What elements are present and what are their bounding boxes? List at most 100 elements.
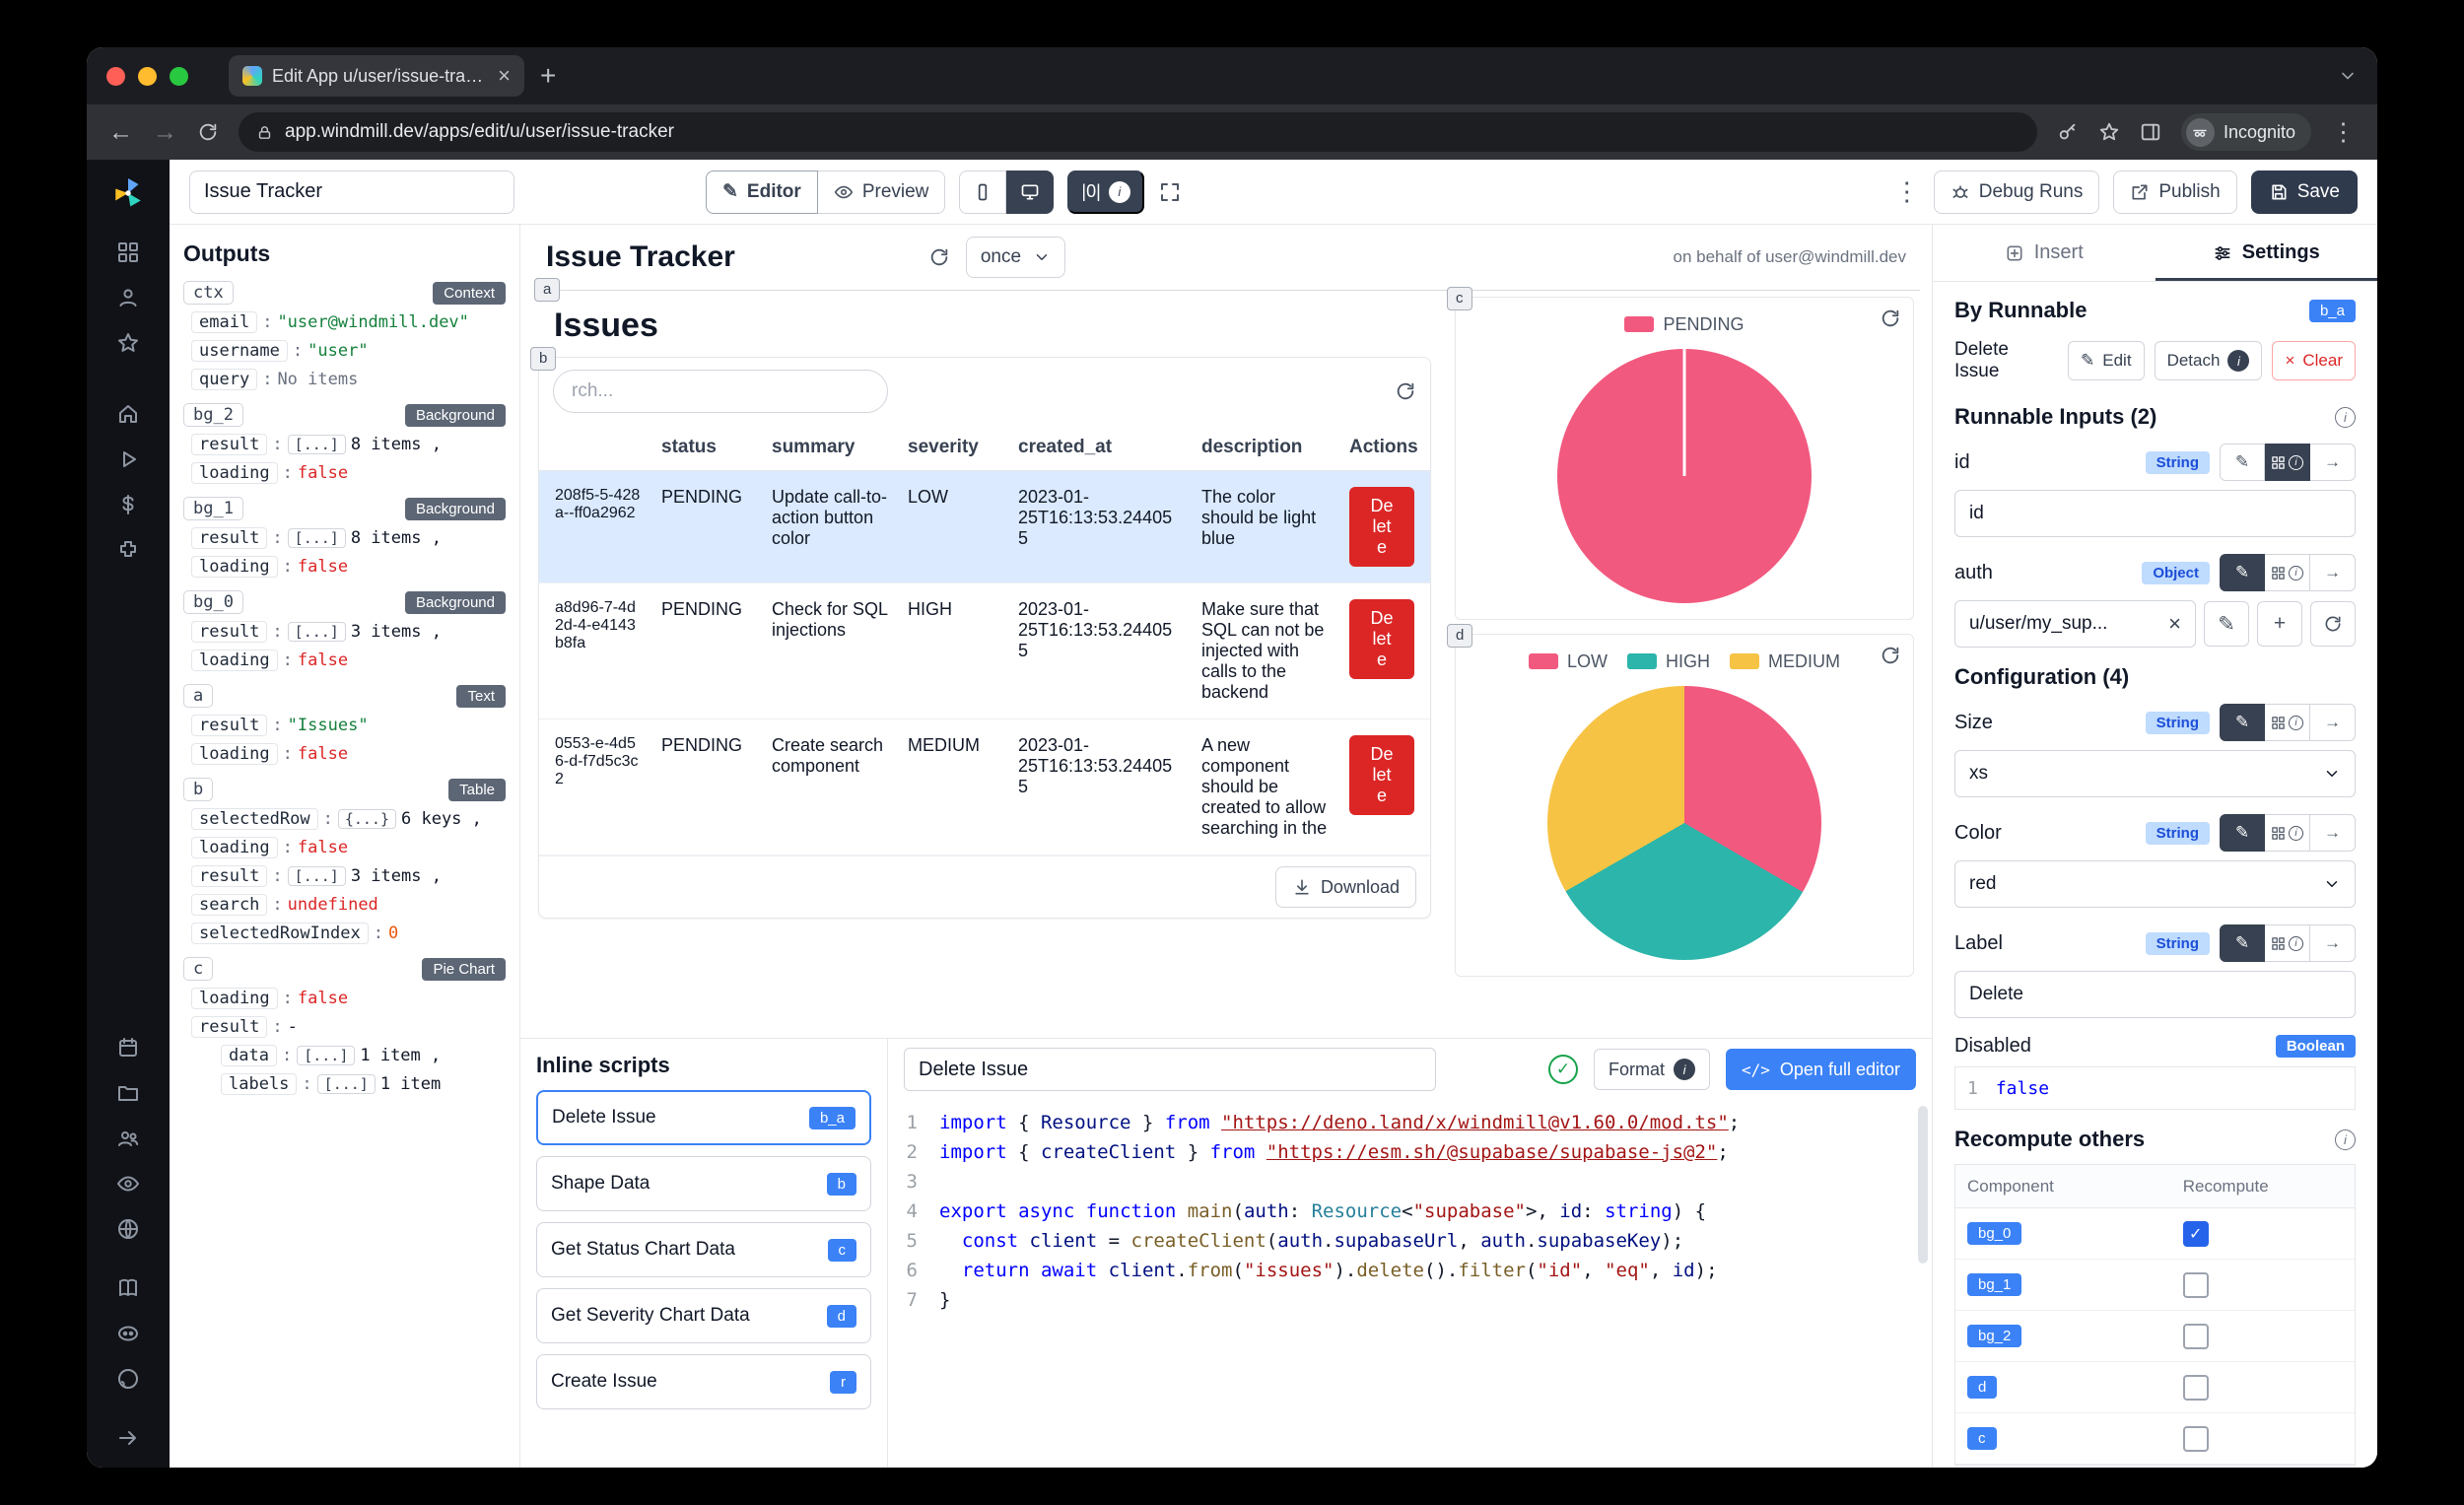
tab-list-chevron-icon[interactable] — [2338, 66, 2358, 86]
audit-eye-icon[interactable] — [116, 1172, 140, 1196]
column-header[interactable]: Actions — [1349, 437, 1418, 457]
output-row[interactable]: loading: false — [191, 743, 506, 765]
status-pie[interactable] — [1557, 349, 1812, 603]
id-value-input[interactable]: id — [1954, 490, 2356, 537]
new-tab-button[interactable]: + — [540, 60, 557, 91]
table-row[interactable]: 0553-e-4d56-d-f7d5c3c2 PENDING Create sear… — [539, 719, 1430, 855]
legend-item[interactable]: HIGH — [1627, 651, 1710, 672]
preview-mode-button[interactable]: Preview — [817, 170, 946, 214]
output-row[interactable]: username: "user" — [191, 340, 506, 362]
tab-insert[interactable]: Insert — [1933, 225, 2156, 281]
tab-close-icon[interactable]: × — [498, 63, 511, 88]
refresh-mode-select[interactable]: once — [965, 237, 1066, 278]
apps-grid-icon[interactable] — [116, 240, 140, 264]
output-row[interactable]: result: [...] 3 items , — [191, 621, 506, 643]
output-row[interactable]: selectedRow: {...} 6 keys , — [191, 808, 506, 830]
column-header[interactable]: status — [661, 437, 717, 457]
eval-input-mode-icon[interactable]: → — [2310, 924, 2356, 962]
collapsed-value-chip[interactable]: [...] — [297, 1046, 356, 1065]
folders-icon[interactable] — [116, 1081, 140, 1105]
mobile-view-button[interactable] — [959, 170, 1007, 214]
add-resource-button[interactable]: + — [2257, 601, 2302, 647]
color-select[interactable]: red — [1954, 860, 2356, 908]
output-row[interactable]: selectedRowIndex:0 — [191, 923, 506, 944]
legend-item[interactable]: PENDING — [1624, 314, 1745, 335]
password-key-icon[interactable] — [2057, 121, 2079, 143]
tab-settings[interactable]: Settings — [2156, 225, 2378, 281]
static-input-mode-icon[interactable]: ✎ — [2220, 924, 2265, 962]
eval-input-mode-icon[interactable]: → — [2310, 704, 2356, 741]
component-chip-a[interactable]: a — [534, 278, 561, 302]
publish-button[interactable]: Publish — [2113, 170, 2237, 214]
row-delete-button[interactable]: Delete — [1349, 735, 1414, 815]
output-row[interactable]: email: "user@windmill.dev" — [191, 311, 506, 333]
fullscreen-icon[interactable] — [1158, 180, 1182, 204]
download-button[interactable]: Download — [1274, 866, 1416, 908]
forward-icon[interactable]: → — [153, 117, 177, 146]
recompute-info-icon[interactable]: i — [2335, 1129, 2356, 1150]
reload-icon[interactable] — [197, 121, 219, 143]
edit-resource-button[interactable]: ✎ — [2204, 601, 2249, 647]
side-panel-icon[interactable] — [2140, 121, 2161, 143]
output-section-id[interactable]: ctx — [183, 281, 234, 305]
browser-tab[interactable]: Edit App u/user/issue-tracker | × — [229, 55, 524, 97]
table-refresh-icon[interactable] — [1395, 380, 1416, 402]
output-section-id[interactable]: b — [183, 778, 214, 801]
windmill-logo[interactable] — [110, 175, 146, 211]
app-name-input[interactable]: Issue Tracker — [189, 170, 514, 214]
connect-input-mode-icon[interactable]: i — [2265, 704, 2310, 741]
macos-close-button[interactable] — [106, 66, 125, 86]
resources-puzzle-icon[interactable] — [116, 538, 140, 562]
output-section-id[interactable]: a — [183, 684, 214, 708]
output-row[interactable]: data: [...] 1 item , — [221, 1045, 506, 1066]
output-section-id[interactable]: bg_2 — [183, 403, 243, 427]
clear-button[interactable]: × Clear — [2272, 341, 2356, 380]
connect-input-mode-icon[interactable]: i — [2265, 814, 2310, 852]
discord-icon[interactable] — [116, 1322, 140, 1345]
collapsed-value-chip[interactable]: [...] — [287, 528, 346, 548]
table-row[interactable]: a8d96-7-4d2d-4-e4143b8fa PENDING Check for… — [539, 583, 1430, 719]
format-button[interactable]: Format i — [1594, 1049, 1711, 1090]
detach-button[interactable]: Detach i — [2154, 341, 2263, 380]
table-search-input[interactable]: rch... — [553, 370, 888, 413]
workspace-globe-icon[interactable] — [116, 1217, 140, 1241]
output-row[interactable]: result: - — [191, 1016, 506, 1038]
bookmark-star-icon[interactable] — [2098, 121, 2120, 143]
column-header[interactable]: created_at — [1018, 437, 1113, 457]
connect-input-mode-icon[interactable]: i — [2265, 444, 2310, 481]
severity-pie[interactable] — [1547, 686, 1821, 960]
macos-minimize-button[interactable] — [138, 66, 157, 86]
component-chip-d[interactable]: d — [1447, 624, 1473, 648]
recompute-checkbox[interactable] — [2182, 1323, 2209, 1349]
code-editor[interactable]: 1 import { Resource } from "https://deno.… — [888, 1100, 1932, 1468]
address-bar[interactable]: app.windmill.dev/apps/edit/u/user/issue-… — [239, 112, 2037, 152]
browser-menu-kebab-icon[interactable]: ⋮ — [2331, 118, 2356, 146]
size-select[interactable]: xs — [1954, 750, 2356, 797]
recompute-checkbox[interactable] — [2182, 1271, 2209, 1298]
static-input-mode-icon[interactable]: ✎ — [2220, 814, 2265, 852]
code-scrollbar[interactable] — [1918, 1106, 1928, 1264]
docs-book-icon[interactable] — [116, 1276, 140, 1300]
status-chart-refresh-icon[interactable] — [1880, 308, 1901, 329]
collapsed-value-chip[interactable]: [...] — [287, 622, 346, 642]
static-input-mode-icon[interactable]: ✎ — [2220, 554, 2265, 591]
row-delete-button[interactable]: Delete — [1349, 599, 1414, 679]
output-section-id[interactable]: bg_1 — [183, 497, 243, 520]
schedules-calendar-icon[interactable] — [116, 1036, 140, 1060]
component-chip-b[interactable]: b — [530, 347, 557, 371]
auth-resource-input[interactable]: u/user/my_sup... × — [1954, 600, 2196, 648]
column-header[interactable]: summary — [772, 437, 856, 457]
groups-users-icon[interactable] — [116, 1127, 140, 1150]
output-row[interactable]: result: [...] 8 items , — [191, 434, 506, 455]
output-row[interactable]: labels: [...] 1 item — [221, 1073, 506, 1095]
user-icon[interactable] — [116, 286, 140, 309]
inline-script-item[interactable]: Get Severity Chart Data d — [536, 1288, 871, 1343]
eval-input-mode-icon[interactable]: → — [2310, 444, 2356, 481]
script-name-input[interactable]: Delete Issue — [904, 1048, 1436, 1091]
legend-item[interactable]: MEDIUM — [1730, 651, 1840, 672]
collapsed-value-chip[interactable]: {...} — [337, 809, 396, 829]
legend-item[interactable]: LOW — [1528, 651, 1608, 672]
collapsed-value-chip[interactable]: [...] — [316, 1074, 376, 1094]
home-icon[interactable] — [116, 402, 140, 426]
refresh-resource-button[interactable] — [2310, 601, 2356, 647]
